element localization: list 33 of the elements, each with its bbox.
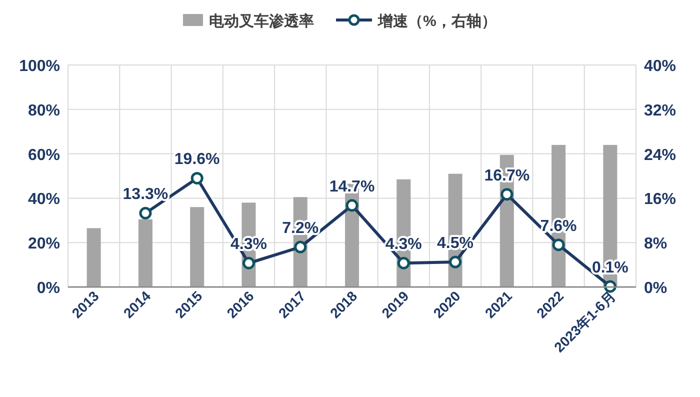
y2-tick-label: 0% <box>644 280 668 297</box>
point <box>242 256 255 270</box>
point <box>552 238 565 252</box>
y2-tick-label: 40% <box>644 58 676 75</box>
bar <box>138 219 152 287</box>
y-tick-label: 100% <box>19 58 60 75</box>
data-label: 0.1% <box>592 259 628 276</box>
y-tick-label: 0% <box>36 280 60 297</box>
y-tick-label: 80% <box>28 102 60 120</box>
data-label: 13.3% <box>122 186 168 204</box>
legend-label: 电动叉车渗透率 <box>209 12 314 30</box>
data-label: 16.7% <box>484 167 530 184</box>
data-label: 7.6% <box>540 218 577 235</box>
point <box>139 206 152 220</box>
y-tick-label: 20% <box>28 236 60 253</box>
y2-tick-label: 16% <box>644 191 676 208</box>
point <box>500 188 514 201</box>
data-label: 14.7% <box>329 178 375 196</box>
bar <box>86 228 101 287</box>
data-label: 7.2% <box>282 220 319 238</box>
point <box>397 256 410 270</box>
bar <box>190 207 204 287</box>
point <box>294 240 307 254</box>
legend-label: 增速（%，右轴） <box>377 13 496 30</box>
y2-tick-label: 24% <box>644 146 676 164</box>
y2-tick-label: 32% <box>644 102 676 120</box>
y-tick-label: 60% <box>28 146 60 164</box>
point <box>449 256 462 268</box>
data-label: 19.6% <box>174 151 220 168</box>
y2-tick-label: 8% <box>644 236 668 253</box>
point <box>190 172 204 184</box>
y-tick-label: 40% <box>28 191 60 208</box>
point <box>346 199 358 212</box>
